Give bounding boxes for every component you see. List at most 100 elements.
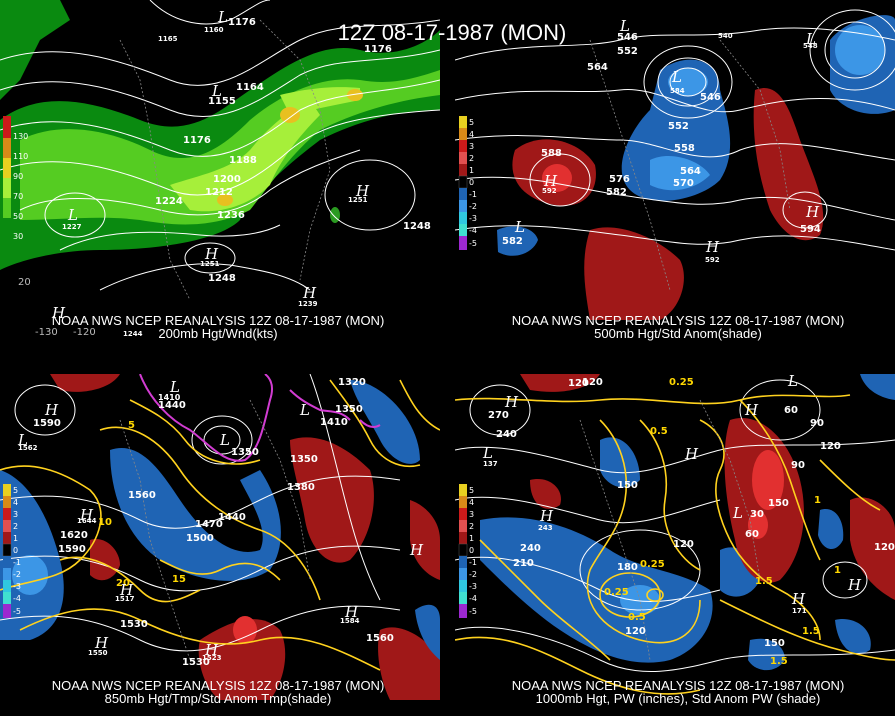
svg-text:L: L	[482, 444, 493, 462]
anom-shade-blue-light	[835, 25, 885, 75]
anom-shade-blue	[600, 437, 640, 488]
svg-text:1410: 1410	[158, 393, 181, 402]
anom-shade-red	[753, 88, 824, 241]
svg-text:1550: 1550	[88, 649, 108, 657]
svg-text:1239: 1239	[298, 300, 318, 308]
svg-text:H: H	[744, 401, 759, 419]
svg-text:1176: 1176	[364, 44, 392, 55]
svg-text:1165: 1165	[158, 35, 178, 43]
svg-text:1: 1	[814, 495, 821, 506]
svg-text:1590: 1590	[33, 418, 61, 429]
svg-text:H: H	[684, 445, 699, 463]
svg-text:0.25: 0.25	[669, 377, 694, 388]
anom-shade-red	[520, 374, 600, 392]
jet-shade-mid	[20, 70, 440, 225]
anom-shade-red-bright	[233, 616, 257, 644]
anom-shade-blue	[0, 470, 64, 640]
main-title: 12Z 08-17-1987 (MON)	[338, 20, 567, 45]
pressure-centers-500: L L H H H L L	[514, 17, 820, 256]
pressure-centers-200: L L H H H L H	[51, 8, 370, 322]
svg-text:240: 240	[496, 429, 517, 440]
svg-text:592: 592	[542, 187, 557, 195]
legend-label: -4	[13, 594, 21, 603]
svg-text:1590: 1590	[58, 544, 86, 555]
legend-label: -2	[469, 202, 477, 211]
svg-text:1176: 1176	[228, 17, 256, 28]
svg-text:1470: 1470	[195, 519, 223, 530]
svg-text:180: 180	[617, 562, 638, 573]
svg-text:150: 150	[764, 638, 785, 649]
pressure-centers-1000: H L H H H L H H L	[482, 372, 862, 608]
svg-text:H: H	[539, 507, 554, 525]
anom-shade-blue	[415, 604, 440, 660]
svg-text:1164: 1164	[236, 82, 264, 93]
svg-text:H: H	[79, 506, 94, 524]
svg-text:H: H	[504, 393, 519, 411]
anom-shade-blue	[621, 59, 731, 201]
svg-text:L: L	[805, 30, 816, 48]
svg-text:582: 582	[502, 236, 523, 247]
svg-text:L: L	[671, 68, 682, 86]
svg-text:1160: 1160	[204, 26, 224, 34]
anom-shade-red	[850, 497, 895, 600]
anom-shade-blue	[860, 374, 895, 400]
caption-line2: 1000mb Hgt, PW (inches), Std Anom PW (sh…	[536, 691, 821, 706]
svg-text:90: 90	[810, 418, 824, 429]
svg-text:0.25: 0.25	[640, 559, 665, 570]
svg-text:120: 120	[582, 377, 603, 388]
svg-text:240: 240	[520, 543, 541, 554]
svg-text:H: H	[543, 172, 558, 190]
anom-shade-red-bright	[748, 511, 768, 539]
jet-shade-outer	[0, 0, 70, 100]
legend-label: 0	[469, 178, 474, 187]
legend-label: 30	[13, 232, 23, 241]
svg-text:1350: 1350	[290, 454, 318, 465]
panel-850mb: 5 4 3 2 1 0 -1 -2 -3 -4 -5 1590 1562 144…	[0, 374, 440, 706]
svg-text:L: L	[17, 431, 28, 449]
legend-label: -4	[469, 594, 477, 603]
caption-line2: 200mb Hgt/Wnd(kts)	[158, 326, 277, 341]
legend-label: -1	[469, 558, 477, 567]
svg-text:137: 137	[483, 460, 498, 468]
svg-text:L: L	[619, 17, 630, 35]
svg-text:H: H	[94, 634, 109, 652]
caption-line2: 500mb Hgt/Std Anom(shade)	[594, 326, 762, 341]
svg-text:L: L	[299, 401, 310, 419]
svg-text:0.5: 0.5	[650, 426, 668, 437]
svg-text:15: 15	[172, 574, 186, 585]
svg-text:120: 120	[820, 441, 841, 452]
legend-wind: 130 110 90 70 50 30	[3, 116, 28, 241]
anom-shade-blue	[497, 226, 538, 256]
legend-label: 50	[13, 212, 23, 221]
svg-text:L: L	[67, 206, 78, 224]
anom-shade-red	[410, 500, 440, 580]
svg-text:0.25: 0.25	[604, 587, 629, 598]
svg-text:H: H	[791, 590, 806, 608]
svg-text:L: L	[211, 82, 222, 100]
axis-label: -120	[73, 327, 96, 338]
jet-shade-core	[280, 87, 360, 115]
svg-text:1560: 1560	[366, 633, 394, 644]
svg-text:H: H	[119, 581, 134, 599]
svg-text:90: 90	[791, 460, 805, 471]
svg-text:576: 576	[609, 174, 630, 185]
legend-label: -1	[13, 558, 21, 567]
svg-text:1320: 1320	[338, 377, 366, 388]
anom-shade-red	[530, 479, 561, 509]
legend-label: 5	[13, 486, 18, 495]
svg-text:1440: 1440	[158, 400, 186, 411]
svg-text:548: 548	[803, 42, 818, 50]
svg-text:120: 120	[625, 626, 646, 637]
anom-shade-blue-light	[668, 68, 708, 96]
contour-labels-850: 1590 1562 1440 1410 1350 1320 1350 1410 …	[18, 377, 394, 668]
svg-text:546: 546	[700, 92, 721, 103]
svg-text:30: 30	[750, 509, 764, 520]
legend-label: -5	[13, 607, 21, 616]
svg-text:1517: 1517	[115, 595, 135, 603]
svg-text:1523: 1523	[202, 654, 222, 662]
svg-text:1: 1	[834, 565, 841, 576]
legend-label: 3	[13, 510, 18, 519]
svg-text:1410: 1410	[320, 417, 348, 428]
legend-label: 0	[469, 546, 474, 555]
svg-text:1188: 1188	[229, 155, 257, 166]
